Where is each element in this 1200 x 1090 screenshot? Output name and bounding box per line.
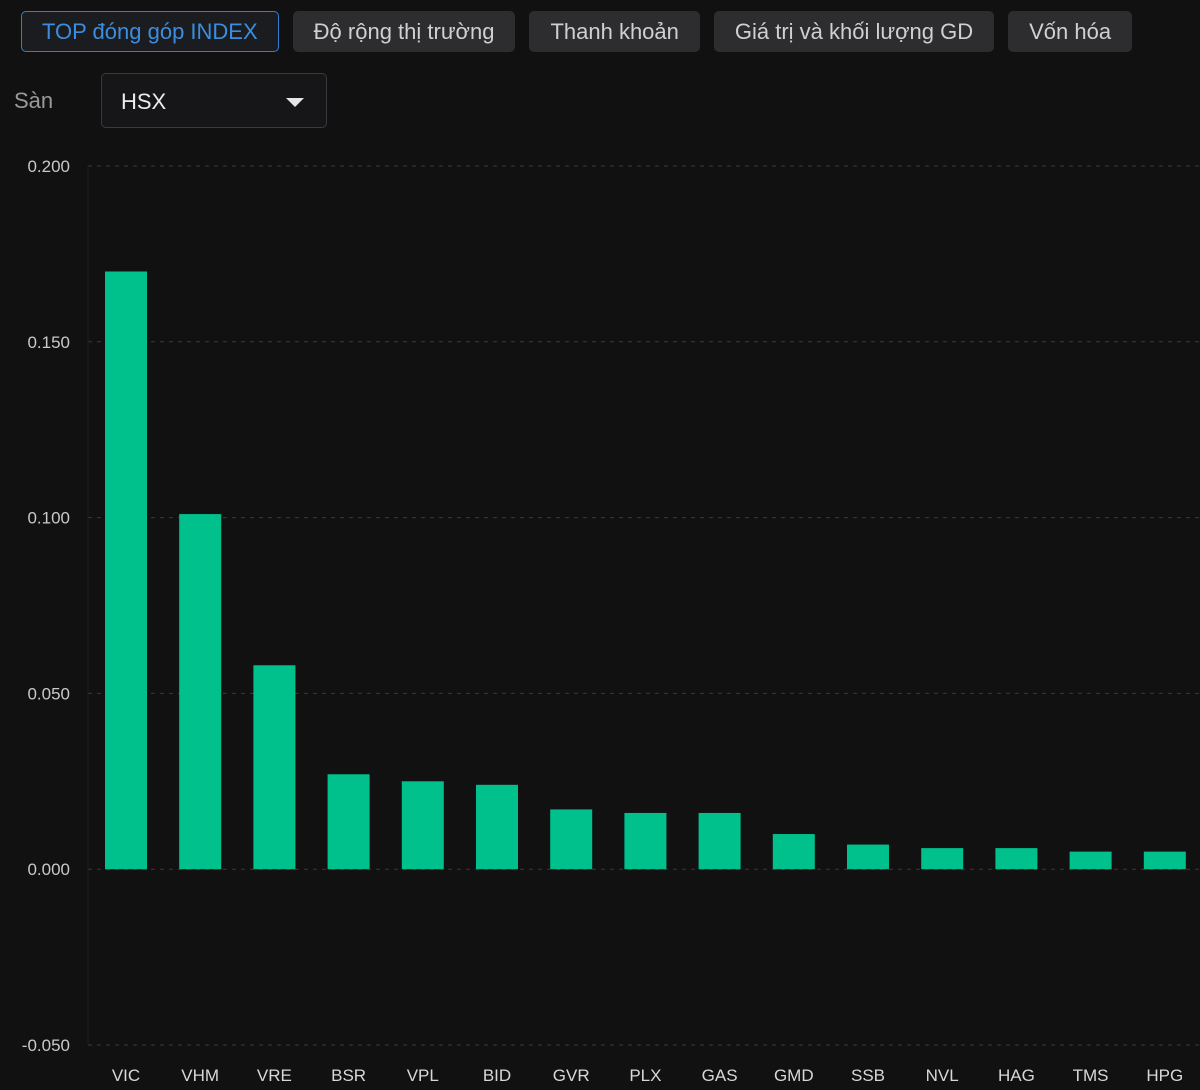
bar-gas xyxy=(698,812,741,870)
bar-gvr xyxy=(550,809,593,870)
bar-vpl xyxy=(401,781,444,870)
x-tick-label: VRE xyxy=(257,1066,292,1085)
x-tick-label: NVL xyxy=(926,1066,959,1085)
tab-trading-value-volume[interactable]: Giá trị và khối lượng GD xyxy=(713,11,995,52)
tab-market-cap[interactable]: Vốn hóa xyxy=(1008,11,1133,52)
x-tick-label: GMD xyxy=(774,1066,814,1085)
y-tick-label: 0.050 xyxy=(27,684,70,703)
tab-bar: TOP đóng góp INDEX Độ rộng thị trường Th… xyxy=(21,11,1133,52)
bar-vhm xyxy=(179,514,222,870)
bar-bsr xyxy=(327,774,370,870)
tab-liquidity[interactable]: Thanh khoản xyxy=(529,11,700,52)
x-tick-label: GAS xyxy=(702,1066,738,1085)
exchange-select-value: HSX xyxy=(121,89,167,114)
bar-tms xyxy=(1069,851,1112,870)
tab-market-breadth[interactable]: Độ rộng thị trường xyxy=(292,11,516,52)
bar-nvl xyxy=(921,848,964,870)
caret-down-icon xyxy=(286,98,304,107)
x-tick-label: PLX xyxy=(629,1066,661,1085)
x-tick-label: BSR xyxy=(331,1066,366,1085)
bar-bid xyxy=(476,784,518,870)
bar-ssb xyxy=(847,844,889,870)
bar-hpg xyxy=(1143,851,1186,870)
tab-top-index-contribution[interactable]: TOP đóng góp INDEX xyxy=(21,11,279,52)
x-tick-label: SSB xyxy=(851,1066,885,1085)
x-tick-label: VPL xyxy=(407,1066,439,1085)
x-tick-label: HPG xyxy=(1146,1066,1183,1085)
x-tick-label: GVR xyxy=(553,1066,590,1085)
bar-plx xyxy=(624,812,667,870)
x-tick-label: TMS xyxy=(1073,1066,1109,1085)
y-tick-label: 0.150 xyxy=(27,333,70,352)
bar-vic xyxy=(105,271,147,870)
x-tick-label: HAG xyxy=(998,1066,1035,1085)
x-tick-label: BID xyxy=(483,1066,511,1085)
bar-vre xyxy=(253,665,296,870)
x-tick-label: VIC xyxy=(112,1066,140,1085)
bar-hag xyxy=(995,848,1038,870)
exchange-label: Sàn xyxy=(14,88,54,113)
y-tick-label: -0.050 xyxy=(22,1036,70,1055)
bar-gmd xyxy=(772,834,815,870)
exchange-select[interactable]: HSX xyxy=(101,73,327,128)
y-tick-label: 0.100 xyxy=(27,509,70,528)
y-tick-label: 0.000 xyxy=(27,860,70,879)
x-tick-label: VHM xyxy=(181,1066,219,1085)
y-tick-label: 0.200 xyxy=(27,157,70,176)
